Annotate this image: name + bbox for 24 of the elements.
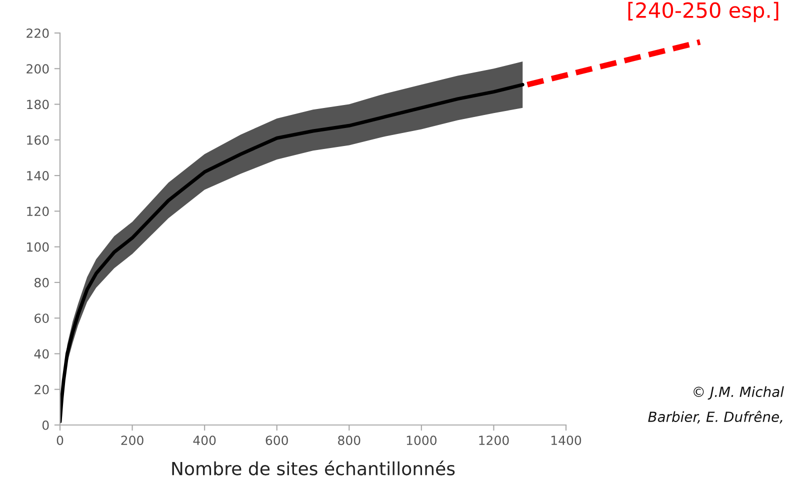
y-tick-label: 0: [42, 420, 49, 430]
y-tick-label: 20: [34, 384, 49, 394]
y-tick-label: 140: [27, 171, 49, 180]
y-tick-label: 100: [27, 242, 49, 252]
text: Barbier, E. Dufrêne,: [648, 410, 782, 424]
x-tick-label: 400: [193, 436, 216, 446]
x-tick-label: 1200: [479, 436, 509, 446]
y-tick-label: 80: [34, 278, 49, 288]
x-tick-label: 1400: [551, 436, 582, 446]
y-tick-label: 40: [34, 349, 49, 359]
y-tick-label: 220: [26, 28, 49, 38]
text: © J.M. Michal: [694, 386, 784, 400]
y-tick-label: 180: [27, 100, 49, 110]
x-tick-label: 800: [338, 436, 360, 446]
x-tick-label: 200: [121, 436, 144, 446]
y-tick-label: 120: [27, 206, 49, 216]
y-tick-label: 160: [27, 135, 49, 145]
x-tick-label: 0: [56, 436, 64, 446]
x-axis-title: Nombre de sites échantillonnés: [172, 460, 455, 476]
x-tick-label: 1000: [406, 436, 437, 446]
text: [240-250 esp.]: [628, 2, 778, 22]
y-tick-label: 60: [34, 314, 49, 324]
x-tick-label: 600: [266, 436, 288, 446]
y-tick-label: 200: [26, 64, 49, 74]
